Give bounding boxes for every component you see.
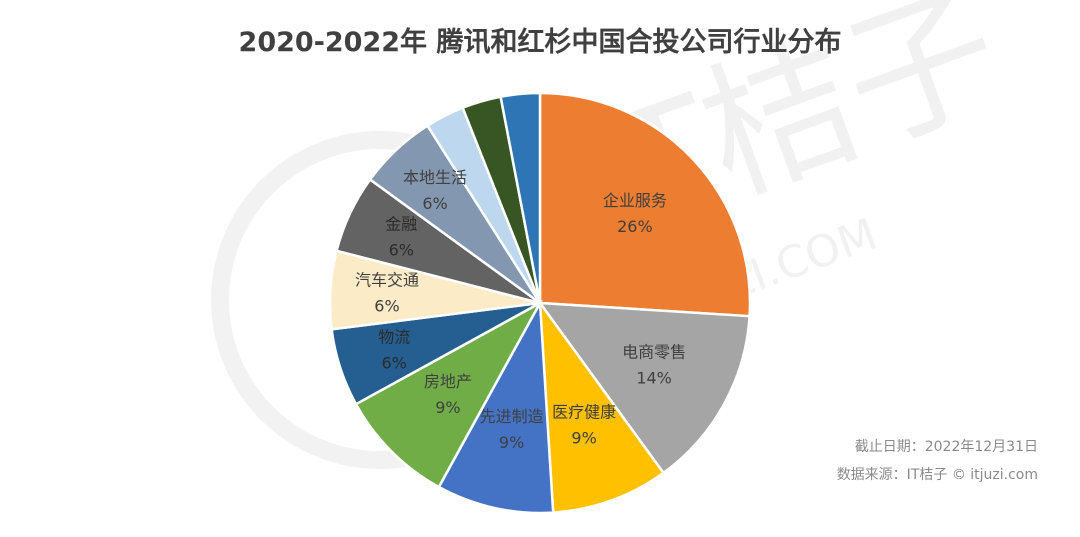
slice-label: 汽车交通 <box>355 270 419 289</box>
slice-label: 房地产 <box>424 372 472 391</box>
pie-slice <box>537 301 751 475</box>
slice-value-label: 26% <box>617 217 653 236</box>
slice-value-label: 6% <box>422 194 447 213</box>
pie-slice <box>354 299 544 489</box>
footer-date: 截止日期：2022年12月31日 <box>854 439 1038 455</box>
slice-value-label: 9% <box>571 429 596 448</box>
footer-source: 数据来源：IT桔子 © itjuzi.com <box>836 467 1038 483</box>
slice-label: 金融 <box>385 215 417 234</box>
slice-label: 本地生活 <box>403 168 467 187</box>
slice-value-label: 9% <box>435 398 460 417</box>
pie-slice <box>437 298 555 515</box>
slice-value-label: 9% <box>499 433 524 452</box>
slice-value-label: 6% <box>382 353 407 372</box>
slice-label: 先进制造 <box>480 407 544 426</box>
slice-label: 企业服务 <box>603 191 667 210</box>
pie-slice <box>538 298 666 514</box>
slice-value-label: 6% <box>374 296 399 315</box>
slice-value-label: 6% <box>389 241 414 260</box>
chart-title: 2020-2022年 腾讯和红杉中国合投公司行业分布 <box>238 27 842 58</box>
slice-value-label: 14% <box>636 369 672 388</box>
slice-label: 物流 <box>378 327 410 346</box>
pie-slice <box>538 91 752 318</box>
slice-label: 电商零售 <box>622 343 686 362</box>
pie-slice <box>499 91 542 304</box>
slice-label: 医疗健康 <box>552 403 616 422</box>
